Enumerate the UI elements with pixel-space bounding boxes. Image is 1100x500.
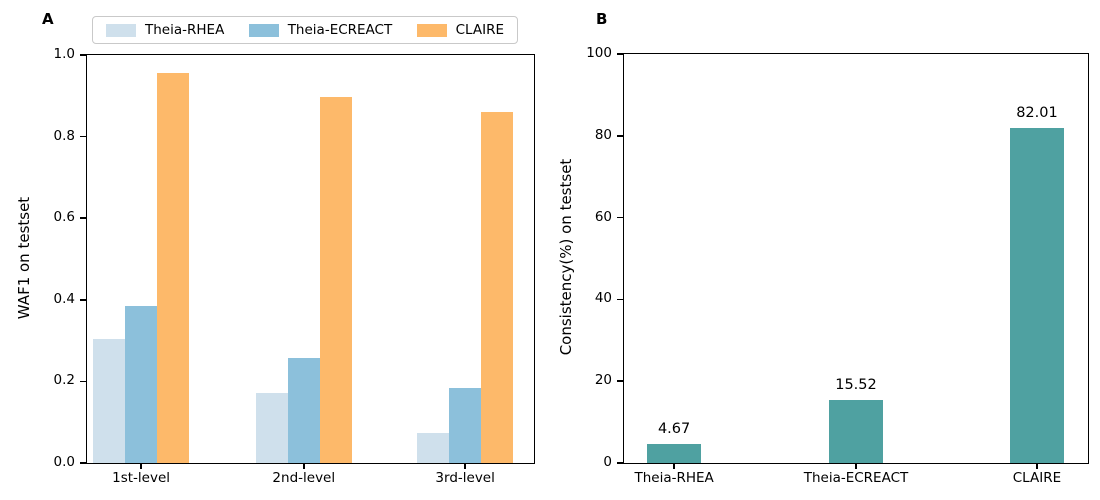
panel-a-y-tick-label: 0.8 [53,127,75,144]
panel-a-bar-claire-3rd-level [481,112,513,463]
panel-b-x-tick-label: CLAIRE [1012,470,1062,486]
panel-b-y-tick-label: 0 [603,454,612,470]
legend-label: CLAIRE [455,22,504,38]
panel-a-x-tick-mark [140,463,142,469]
panel-b-y-tick-mark [616,53,623,55]
legend-item-theia-rhea: Theia-RHEA [106,22,224,38]
panel-b-y-tick-mark [616,380,623,382]
panel-a-x-tick-label: 1st-level [112,470,171,486]
panel-b-y-tick-label: 60 [594,208,612,225]
panel-b-x-tick-mark [1036,463,1038,469]
panel-a-bar-theia-ecreact-2nd-level [287,357,320,463]
panel-b-y-tick-label: 80 [594,126,612,143]
panel-b-y-tick-mark [616,298,623,301]
legend-item-claire: CLAIRE [416,22,504,38]
panel-a-bar-claire-1st-level [157,72,189,463]
panel-a-y-tick-mark [79,462,86,464]
panel-b-bar-consistency-theia-rhea [647,443,702,463]
legend-label: Theia-ECREACT [287,22,393,38]
panel-a-x-tick-mark [303,463,305,469]
panel-a-y-tick-label: 1.0 [53,46,75,62]
panel-b-x-tick-mark [855,463,857,469]
panel-a-bar-theia-rhea-1st-level [93,338,126,463]
panel-a-bar-theia-rhea-3rd-level [417,433,450,463]
panel-b-y-tick-label: 100 [586,45,612,61]
panel-a-plot-area: 0.0 0.2 0.4 0.6 0.8 1.0 1st-level 2nd-level 3rd-… [54,47,535,485]
panel-b-y-axis-label: Consistency(%) on testset [557,158,575,356]
panel-b-bar-consistency-theia-ecreact [828,399,883,463]
legend-label: Theia-RHEA [145,22,225,38]
panel-a-label: A [42,10,54,28]
panel-a-y-tick-label: 0.0 [53,454,75,470]
legend-swatch-icon [416,23,447,37]
panel-a-x-tick-label: 3rd-level [435,470,495,486]
panel-a-y-tick-label: 0.2 [53,372,75,389]
panel-b-y-tick-label: 20 [594,372,612,389]
panel-b-x-tick-mark [673,463,675,469]
legend: Theia-RHEA Theia-ECREACT CLAIRE [92,16,518,44]
panel-a-bar-theia-rhea-2nd-level [256,392,288,463]
panel-a-x-tick-mark [464,463,466,469]
panel-a-y-tick-mark [79,380,86,383]
panel-b-x-tick-label: Theia-RHEA [634,470,714,486]
panel-b-y-tick-mark [616,462,623,464]
panel-b-label: B [596,10,608,28]
panel-a-y-tick-mark [79,299,86,301]
panel-a-bar-claire-2nd-level [319,97,352,463]
panel-b-y-tick-label: 40 [594,290,612,307]
panel-a-y-tick-label: 0.4 [53,290,75,307]
panel-a-bar-theia-ecreact-1st-level [125,305,157,463]
legend-swatch-icon [106,23,136,37]
panel-a-bar-theia-ecreact-3rd-level [449,387,482,463]
panel-b-bar-value-label: 4.67 [657,420,691,437]
panel-b-plot-area: 0 20 40 60 80 100 Theia-RHEA 4.67 Theia-ECREACT 1… [586,46,1089,485]
legend-swatch-icon [248,23,279,37]
panel-b-x-tick-label: Theia-ECREACT [803,470,909,486]
panel-a-y-tick-mark [79,217,86,219]
panel-a-y-tick-mark [79,135,86,138]
panel-a-y-axis-label: WAF1 on testset [15,196,33,320]
panel-b-bar-consistency-claire [1009,127,1064,463]
panel-b-y-tick-mark [616,216,623,219]
legend-item-theia-ecreact: Theia-ECREACT [248,22,393,38]
panel-b-bar-value-label: 82.01 [1016,104,1058,121]
panel-a-y-tick-label: 0.6 [53,209,75,226]
panel-b-y-tick-mark [616,135,623,137]
panel-a-y-tick-mark [79,54,86,56]
panel-a-x-tick-label: 2nd-level [272,470,336,486]
panel-b-bar-value-label: 15.52 [835,376,877,393]
